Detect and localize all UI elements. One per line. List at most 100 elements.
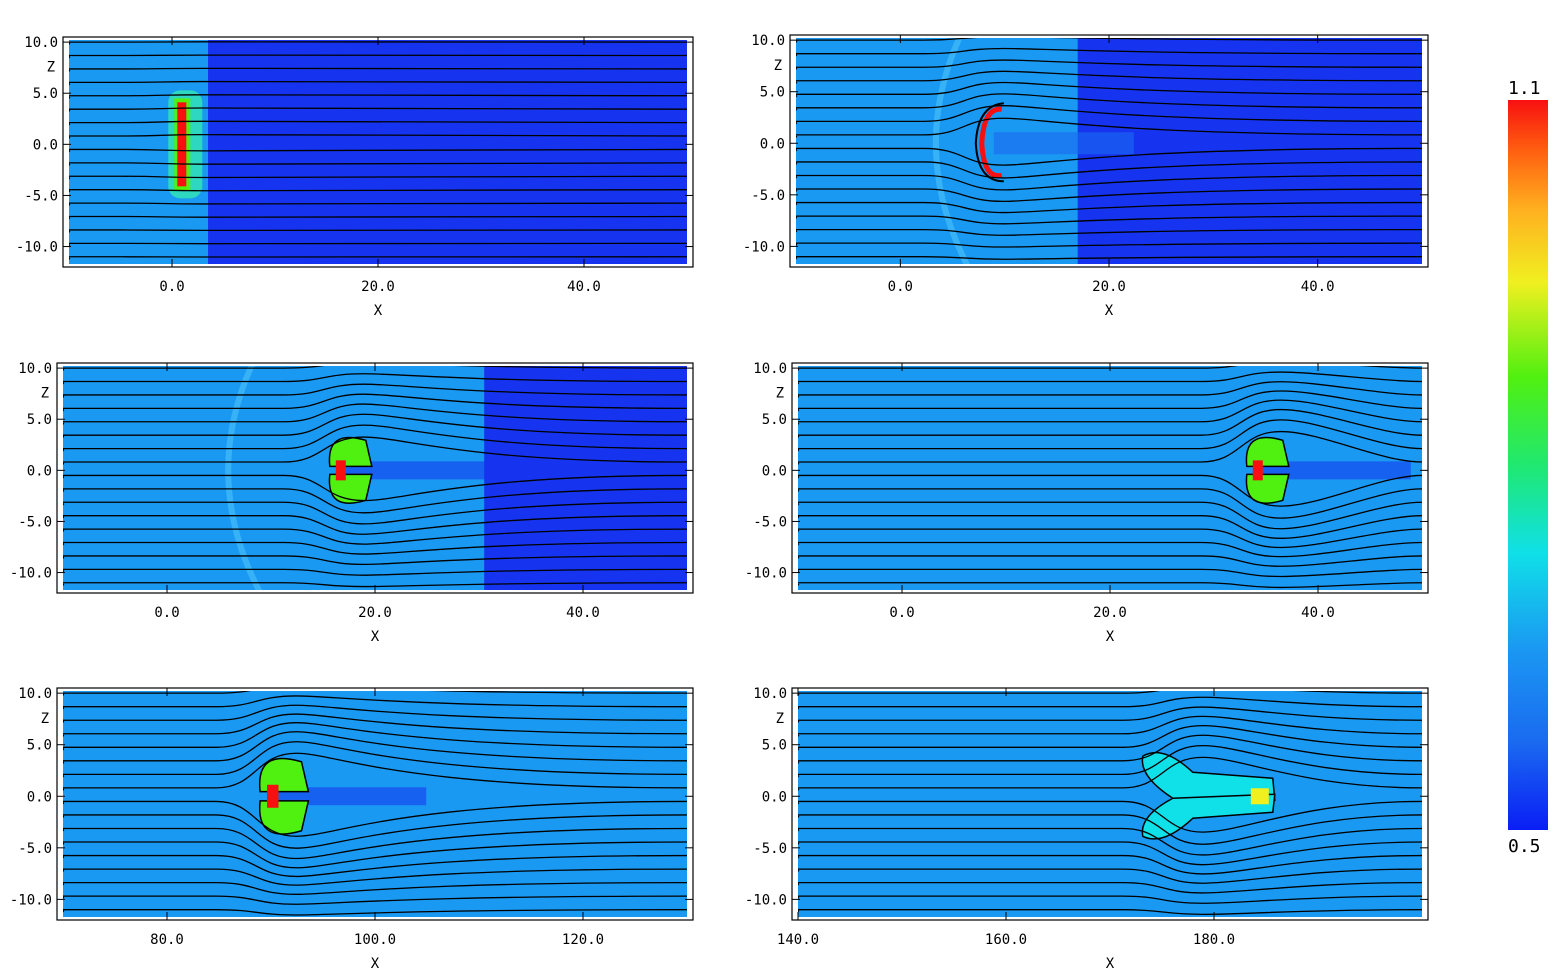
line-marker: ◆ bbox=[792, 240, 798, 250]
field-line bbox=[798, 568, 1422, 578]
line-marker: ◆ bbox=[59, 744, 65, 754]
field-line bbox=[798, 854, 1422, 875]
field-line bbox=[69, 80, 687, 84]
colorbar-min-label: 0.5 bbox=[1508, 836, 1541, 857]
y-tick-label: -5.0 bbox=[24, 188, 58, 204]
x-tick-label: 40.0 bbox=[567, 279, 601, 295]
field-line bbox=[63, 403, 687, 423]
density-field: ◆ ◆ ◆ ◆ ◆ ◆ ◆ ◆ ◆ ◆ ◆ ◆ ◆ ◆ ◆ ◆ ◆ bbox=[65, 40, 687, 264]
line-marker: ◆ bbox=[65, 240, 71, 250]
field-line bbox=[63, 488, 687, 514]
field-line bbox=[796, 81, 1422, 95]
line-marker: ◆ bbox=[794, 690, 800, 700]
density-field: ◆ ◆ ◆ ◆ ◆ ◆ ◆ ◆ ◆ ◆ ◆ ◆ ◆ ◆ ◆ ◆ ◆ bbox=[792, 38, 1422, 264]
line-marker: ◆ bbox=[794, 499, 800, 509]
field-line bbox=[798, 724, 1422, 748]
line-marker: ◆ bbox=[794, 717, 800, 727]
density-field: ◆ ◆ ◆ ◆ ◆ ◆ ◆ ◆ ◆ ◆ ◆ ◆ ◆ ◆ ◆ ◆ ◆ bbox=[794, 690, 1422, 917]
field-line bbox=[63, 474, 687, 502]
line-marker: ◆ bbox=[794, 744, 800, 754]
field-line bbox=[796, 147, 1422, 166]
field-line bbox=[63, 868, 687, 886]
y-tick-label: -5.0 bbox=[753, 514, 787, 530]
field-line bbox=[798, 515, 1422, 539]
cloud-core bbox=[177, 102, 187, 187]
field-line bbox=[63, 814, 687, 849]
field-line bbox=[798, 756, 1422, 789]
y-tick-label: -5.0 bbox=[753, 841, 787, 857]
line-marker: ◆ bbox=[792, 64, 798, 74]
line-marker: ◆ bbox=[794, 758, 800, 768]
line-marker: ◆ bbox=[59, 379, 65, 389]
cloud-upper-lobe bbox=[1245, 436, 1290, 468]
field-lines: ◆ ◆ ◆ ◆ ◆ ◆ ◆ ◆ ◆ ◆ ◆ ◆ ◆ ◆ ◆ ◆ ◆ bbox=[792, 38, 1422, 264]
x-tick-label: 120.0 bbox=[562, 932, 604, 948]
line-marker: ◆ bbox=[65, 227, 71, 237]
line-marker: ◆ bbox=[794, 853, 800, 863]
field-line bbox=[69, 162, 687, 165]
line-marker: ◆ bbox=[794, 731, 800, 741]
y-axis-label: Z bbox=[776, 386, 784, 402]
line-marker: ◆ bbox=[794, 785, 800, 795]
cloud bbox=[1245, 436, 1411, 504]
field-line bbox=[69, 120, 687, 124]
line-marker: ◆ bbox=[59, 432, 65, 442]
x-tick-label: 160.0 bbox=[985, 932, 1027, 948]
field-lines: ◆ ◆ ◆ ◆ ◆ ◆ ◆ ◆ ◆ ◆ ◆ ◆ ◆ ◆ ◆ ◆ ◆ bbox=[59, 691, 687, 917]
line-marker: ◆ bbox=[59, 853, 65, 863]
line-marker: ◆ bbox=[794, 432, 800, 442]
field-line bbox=[63, 568, 687, 576]
line-marker: ◆ bbox=[59, 392, 65, 402]
plot-panel-1: ◆ ◆ ◆ ◆ ◆ ◆ ◆ ◆ ◆ ◆ ◆ ◆ ◆ ◆ ◆ ◆ ◆ 10.0 5.0 0.0 -5.0 -10.0 Z 0.0… bbox=[16, 35, 694, 319]
field-line bbox=[63, 722, 687, 748]
field-line bbox=[69, 215, 687, 218]
field-line bbox=[796, 174, 1422, 191]
field-line bbox=[63, 383, 687, 396]
line-marker: ◆ bbox=[59, 486, 65, 496]
line-marker: ◆ bbox=[794, 553, 800, 563]
line-marker: ◆ bbox=[794, 513, 800, 523]
field-line bbox=[798, 528, 1422, 549]
cloud-core bbox=[267, 784, 279, 808]
line-marker: ◆ bbox=[792, 91, 798, 101]
line-marker: ◆ bbox=[59, 704, 65, 714]
field-line bbox=[63, 424, 687, 450]
field-line bbox=[798, 715, 1422, 735]
line-marker: ◆ bbox=[59, 866, 65, 876]
cloud-core bbox=[1250, 788, 1269, 805]
line-marker: ◆ bbox=[794, 893, 800, 903]
field-line bbox=[63, 515, 687, 535]
cloud-core bbox=[1252, 460, 1263, 481]
field-line bbox=[798, 555, 1422, 567]
line-marker: ◆ bbox=[59, 419, 65, 429]
y-tick-label: -10.0 bbox=[743, 239, 785, 255]
line-marker: ◆ bbox=[59, 758, 65, 768]
cloud-upper-lobe bbox=[258, 757, 310, 793]
field-line bbox=[796, 117, 1422, 136]
field-lines: ◆ ◆ ◆ ◆ ◆ ◆ ◆ ◆ ◆ ◆ ◆ ◆ ◆ ◆ ◆ ◆ ◆ bbox=[59, 366, 687, 590]
line-marker: ◆ bbox=[794, 907, 800, 917]
cloud-lower-lobe bbox=[1245, 473, 1290, 504]
field-line bbox=[796, 201, 1422, 214]
x-tick-label: 20.0 bbox=[1093, 605, 1127, 621]
field-line bbox=[798, 399, 1422, 423]
field-line bbox=[798, 696, 1422, 708]
colorbar-max-label: 1.1 bbox=[1508, 78, 1541, 99]
line-marker: ◆ bbox=[65, 66, 71, 76]
line-marker: ◆ bbox=[59, 785, 65, 795]
line-marker: ◆ bbox=[65, 214, 71, 224]
cloud-upper-lobe bbox=[328, 436, 373, 468]
cloud-core bbox=[335, 460, 346, 481]
field-line bbox=[63, 800, 687, 837]
line-marker: ◆ bbox=[794, 839, 800, 849]
field-line bbox=[69, 175, 687, 179]
y-tick-label: 0.0 bbox=[33, 137, 58, 153]
y-tick-label: 5.0 bbox=[760, 85, 785, 101]
cloud bbox=[168, 90, 203, 199]
field-line bbox=[796, 93, 1422, 109]
density-field: ◆ ◆ ◆ ◆ ◆ ◆ ◆ ◆ ◆ ◆ ◆ ◆ ◆ ◆ ◆ ◆ ◆ bbox=[794, 366, 1422, 590]
x-tick-label: 0.0 bbox=[888, 279, 913, 295]
x-axis-label: X bbox=[371, 629, 380, 645]
x-tick-label: 100.0 bbox=[354, 932, 396, 948]
y-tick-label: -5.0 bbox=[18, 841, 52, 857]
